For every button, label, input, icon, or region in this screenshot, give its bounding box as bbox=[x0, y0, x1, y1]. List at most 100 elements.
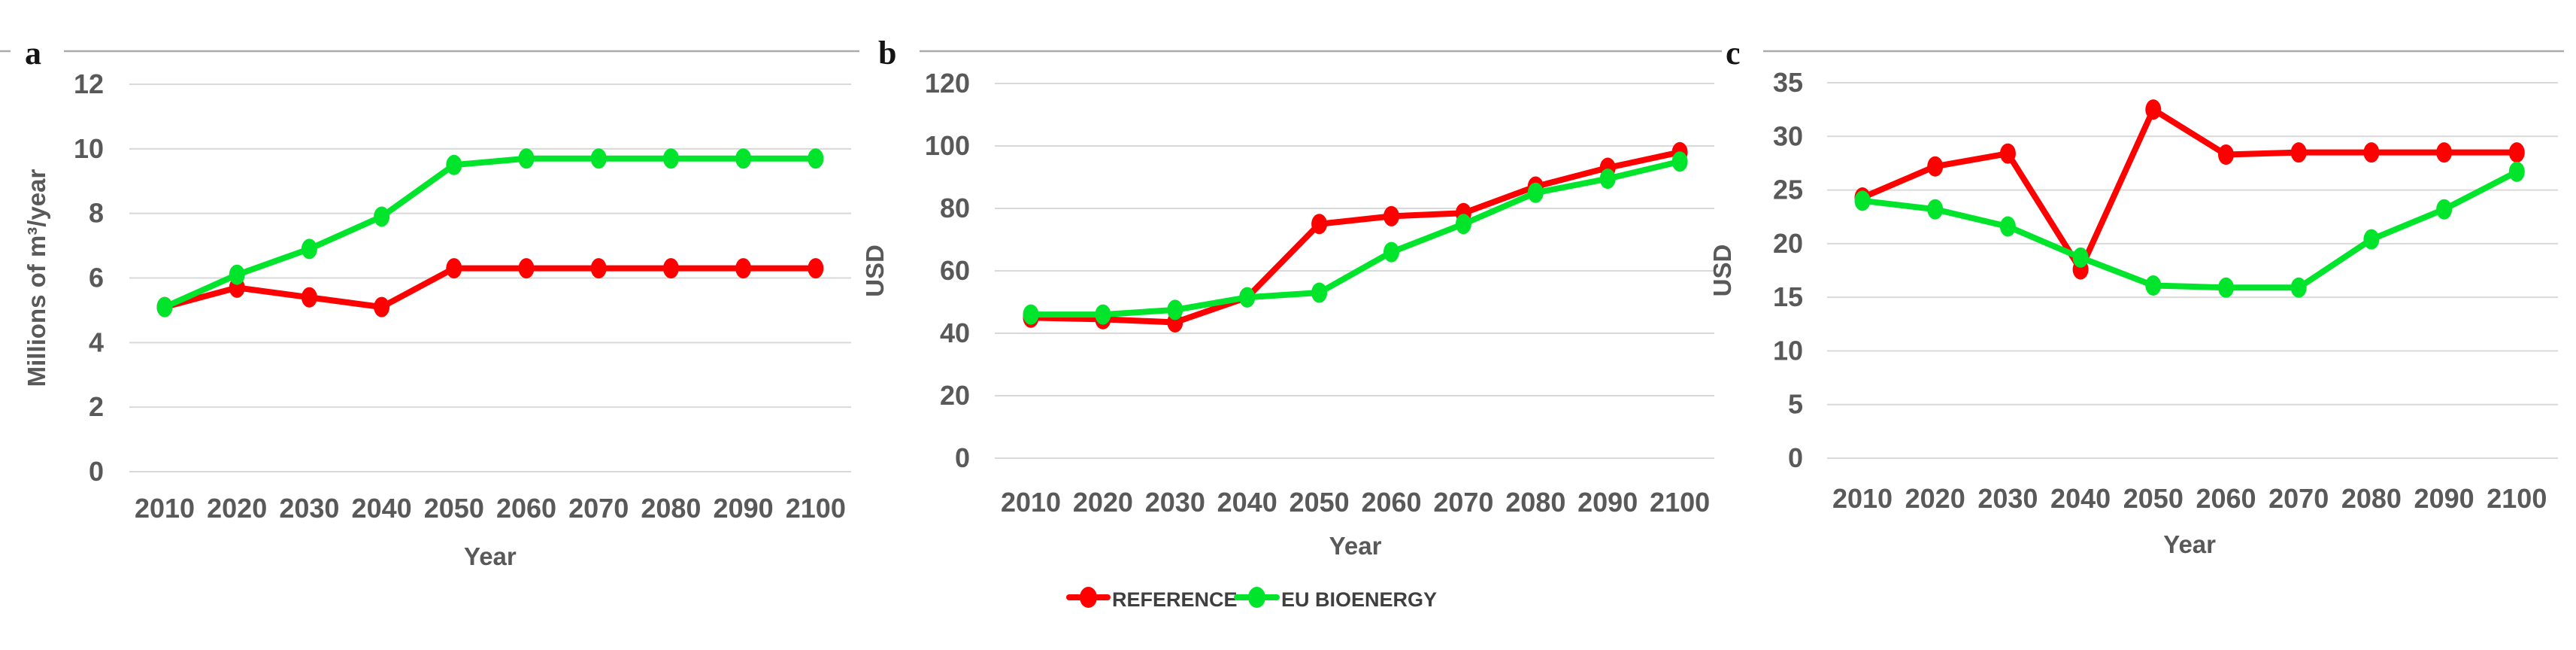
data-point-eu-bioenergy bbox=[301, 238, 317, 260]
legend-label: REFERENCE bbox=[1112, 588, 1238, 611]
data-point-eu-bioenergy bbox=[1599, 169, 1616, 190]
y-axis-title: USD bbox=[861, 245, 889, 297]
y-tick-label: 20 bbox=[1773, 228, 1803, 259]
y-tick-label: 60 bbox=[940, 255, 970, 286]
data-point-reference bbox=[1999, 143, 2016, 164]
data-point-reference bbox=[590, 258, 607, 279]
x-axis-title: Year bbox=[464, 542, 517, 570]
data-point-eu-bioenergy bbox=[1527, 182, 1544, 203]
y-axis-title: Millions of m³/year bbox=[23, 169, 50, 387]
x-tick-label: 2010 bbox=[135, 493, 195, 524]
x-tick-label: 2070 bbox=[568, 493, 629, 524]
x-tick-label: 2070 bbox=[2268, 483, 2329, 514]
y-tick-label: 8 bbox=[89, 198, 104, 229]
x-tick-label: 2050 bbox=[1290, 487, 1350, 518]
series-line-eu-bioenergy bbox=[162, 155, 819, 311]
data-point-reference bbox=[2290, 142, 2307, 163]
x-tick-label: 2100 bbox=[786, 493, 846, 524]
x-tick-label: 2040 bbox=[352, 493, 412, 524]
legend-item-eu-bioenergy: EU BIOENERGY bbox=[1234, 587, 1437, 611]
y-tick-label: 10 bbox=[74, 133, 104, 164]
series-line-eu-bioenergy bbox=[1028, 158, 1683, 318]
data-point-eu-bioenergy bbox=[1239, 287, 1256, 308]
data-point-eu-bioenergy bbox=[2072, 247, 2089, 268]
legend-marker-dot bbox=[1248, 587, 1265, 608]
x-tick-label: 2020 bbox=[1073, 487, 1133, 518]
y-tick-label: 80 bbox=[940, 193, 970, 223]
data-point-eu-bioenergy bbox=[374, 206, 390, 227]
x-tick-label: 2030 bbox=[1145, 487, 1205, 518]
data-point-eu-bioenergy bbox=[735, 148, 752, 169]
x-tick-label: 2070 bbox=[1433, 487, 1493, 518]
x-tick-label: 2090 bbox=[714, 493, 774, 524]
y-tick-label: 25 bbox=[1773, 175, 1803, 205]
data-point-eu-bioenergy bbox=[1671, 151, 1688, 172]
x-tick-label: 2060 bbox=[1361, 487, 1421, 518]
chart-panel-a: a 0 2 4 6 8 10 12 2010 2020 2030 2040 2050 2060 2070 20… bbox=[23, 35, 859, 570]
series-line-eu-bioenergy bbox=[1859, 169, 2520, 291]
data-point-eu-bioenergy bbox=[808, 148, 824, 169]
y-tick-label: 0 bbox=[89, 456, 104, 487]
data-point-eu-bioenergy bbox=[1095, 304, 1111, 325]
y-tick-label: 2 bbox=[89, 391, 104, 422]
y-tick-label: 12 bbox=[74, 68, 104, 99]
data-point-reference bbox=[662, 258, 679, 279]
y-tick-label: 35 bbox=[1773, 67, 1803, 98]
y-tick-label: 15 bbox=[1773, 281, 1803, 312]
data-point-eu-bioenergy bbox=[1927, 199, 1944, 220]
data-point-eu-bioenergy bbox=[229, 264, 245, 285]
x-tick-label: 2080 bbox=[2341, 483, 2402, 514]
data-point-eu-bioenergy bbox=[590, 148, 607, 169]
data-point-reference bbox=[1383, 205, 1399, 226]
data-point-eu-bioenergy bbox=[1854, 190, 1871, 211]
data-point-reference bbox=[446, 258, 462, 279]
y-tick-label: 20 bbox=[940, 380, 970, 411]
data-point-reference bbox=[808, 258, 824, 279]
data-point-reference bbox=[735, 258, 752, 279]
x-tick-label: 2100 bbox=[1650, 487, 1710, 518]
data-point-eu-bioenergy bbox=[2436, 199, 2453, 220]
data-point-reference bbox=[518, 258, 535, 279]
y-tick-label: 5 bbox=[1788, 389, 1803, 420]
data-point-eu-bioenergy bbox=[2145, 275, 2162, 296]
data-point-reference bbox=[2508, 142, 2525, 163]
x-tick-label: 2060 bbox=[496, 493, 556, 524]
y-tick-label: 120 bbox=[925, 68, 970, 99]
data-point-reference bbox=[301, 287, 317, 308]
y-tick-label: 0 bbox=[955, 442, 970, 473]
data-point-eu-bioenergy bbox=[2290, 277, 2307, 298]
x-tick-label: 2090 bbox=[2414, 483, 2474, 514]
data-point-eu-bioenergy bbox=[518, 148, 535, 169]
data-point-eu-bioenergy bbox=[1023, 304, 1039, 325]
data-point-eu-bioenergy bbox=[446, 154, 462, 175]
data-point-eu-bioenergy bbox=[1455, 214, 1471, 235]
data-point-reference bbox=[1311, 214, 1328, 235]
x-tick-label: 2060 bbox=[2196, 483, 2256, 514]
x-tick-label: 2080 bbox=[1505, 487, 1565, 518]
data-point-eu-bioenergy bbox=[1999, 216, 2016, 237]
data-point-eu-bioenergy bbox=[1311, 282, 1328, 303]
x-axis-title: Year bbox=[1329, 532, 1382, 560]
x-tick-label: 2100 bbox=[2487, 483, 2547, 514]
data-point-reference bbox=[374, 296, 390, 317]
data-point-eu-bioenergy bbox=[1167, 299, 1183, 320]
data-point-reference bbox=[2145, 99, 2162, 120]
y-tick-label: 0 bbox=[1788, 442, 1803, 473]
x-tick-label: 2050 bbox=[2123, 483, 2184, 514]
x-tick-label: 2090 bbox=[1577, 487, 1638, 518]
y-tick-label: 30 bbox=[1773, 120, 1803, 151]
x-axis-title: Year bbox=[2163, 530, 2216, 558]
x-tick-label: 2030 bbox=[1977, 483, 2038, 514]
x-tick-label: 2020 bbox=[207, 493, 267, 524]
x-tick-label: 2030 bbox=[279, 493, 339, 524]
y-tick-label: 4 bbox=[89, 327, 104, 357]
series-line-reference bbox=[1028, 149, 1683, 326]
x-tick-label: 2010 bbox=[1832, 483, 1893, 514]
data-point-eu-bioenergy bbox=[1383, 241, 1399, 263]
y-tick-label: 40 bbox=[940, 317, 970, 348]
legend-item-reference: REFERENCE bbox=[1066, 587, 1238, 611]
panel-letter-a: a bbox=[25, 35, 41, 71]
